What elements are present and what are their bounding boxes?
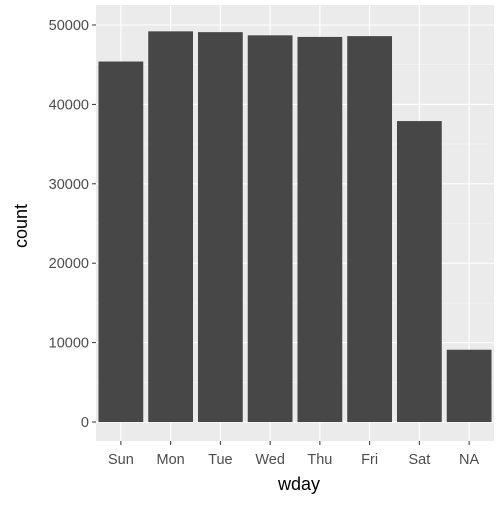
- x-tick-label: NA: [459, 452, 479, 468]
- bars: [98, 31, 492, 423]
- bar-na: [446, 349, 492, 422]
- x-tick-label: Mon: [157, 452, 185, 468]
- bar-fri: [347, 36, 393, 423]
- y-tick-label: 20000: [49, 256, 89, 272]
- x-tick-label: Sun: [108, 452, 134, 468]
- y-tick-label: 50000: [49, 18, 89, 34]
- bar-wed: [247, 35, 293, 423]
- x-tick-label: Fri: [361, 452, 378, 468]
- x-tick-label: Sat: [408, 452, 430, 468]
- bar-thu: [297, 36, 343, 422]
- bar-tue: [197, 32, 243, 423]
- bar-mon: [148, 31, 194, 423]
- x-axis-title: wday: [277, 474, 320, 494]
- y-axis-ticks: 0 10000 20000 30000 40000 50000: [49, 18, 96, 431]
- bar-sun: [98, 61, 144, 423]
- y-tick-label: 30000: [49, 177, 89, 193]
- x-tick-label: Wed: [255, 452, 285, 468]
- x-tick-label: Thu: [307, 452, 332, 468]
- y-axis-title: count: [11, 204, 31, 248]
- y-tick-label: 0: [81, 415, 89, 431]
- y-tick-label: 40000: [49, 97, 89, 113]
- y-tick-label: 10000: [49, 336, 89, 352]
- bar-sat: [396, 121, 442, 422]
- x-tick-label: Tue: [208, 452, 232, 468]
- x-axis-ticks: Sun Mon Tue Wed Thu Fri Sat NA: [108, 441, 480, 468]
